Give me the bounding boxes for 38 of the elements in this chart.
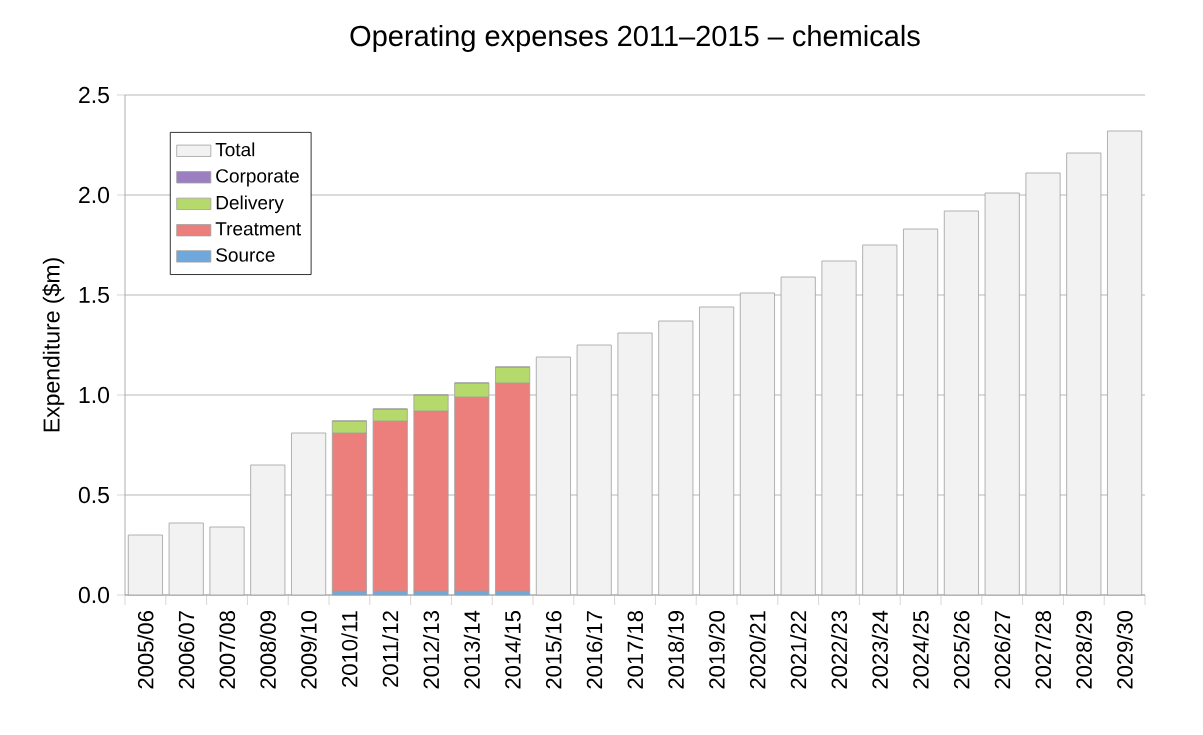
x-tick-label: 2011/12 bbox=[382, 611, 399, 687]
y-tick-label: 0.0 bbox=[78, 586, 110, 604]
x-tick-label: 2006/07 bbox=[178, 611, 195, 689]
legend-label: Delivery bbox=[216, 195, 284, 214]
x-tick-label: 2020/21 bbox=[749, 611, 766, 689]
x-tick-label: 2015/16 bbox=[545, 611, 562, 689]
x-tick-label: 2022/23 bbox=[830, 611, 848, 689]
x-tick-label: 2024/25 bbox=[912, 611, 929, 689]
x-tick-label: 2029/30 bbox=[1116, 610, 1133, 689]
x-tick-label: 2007/08 bbox=[218, 611, 236, 689]
x-tick-label: 2008/09 bbox=[259, 611, 276, 689]
y-tick-label: 0.5 bbox=[78, 486, 109, 504]
x-tick-label: 2012/13 bbox=[422, 611, 440, 689]
x-tick-label: 2009/10 bbox=[300, 610, 317, 689]
y-axis-title: Expenditure ($m) bbox=[42, 258, 65, 432]
x-tick-label: 2013/14 bbox=[463, 610, 480, 689]
x-tick-label: 2021/22 bbox=[790, 611, 807, 689]
y-tick-label: 2.5 bbox=[79, 86, 109, 104]
legend-label: Treatment bbox=[215, 222, 301, 236]
chart-title: Operating expenses 2011–2015 – chemicals bbox=[350, 24, 920, 52]
x-tick-label: 2026/27 bbox=[994, 611, 1011, 689]
x-tick-label: 2016/17 bbox=[586, 611, 603, 689]
x-tick-label: 2018/19 bbox=[667, 611, 684, 689]
y-tick-label: 1.0 bbox=[79, 386, 110, 404]
y-tick-label: 1.5 bbox=[79, 286, 109, 304]
x-tick-label: 2014/15 bbox=[504, 611, 521, 689]
legend-label: Source bbox=[216, 248, 275, 262]
x-tick-label: 2019/20 bbox=[708, 610, 725, 689]
legend-label: Corporate bbox=[216, 169, 299, 187]
x-tick-label: 2017/18 bbox=[626, 611, 644, 689]
y-tick-label: 2.0 bbox=[79, 186, 110, 204]
x-tick-label: 2010/11 bbox=[341, 611, 358, 687]
x-tick-label: 2023/24 bbox=[871, 610, 888, 689]
x-tick-label: 2027/28 bbox=[1034, 611, 1052, 689]
x-tick-label: 2028/29 bbox=[1075, 611, 1092, 689]
x-tick-label: 2025/26 bbox=[953, 611, 970, 689]
legend-label: Total bbox=[215, 142, 255, 157]
x-tick-label: 2005/06 bbox=[137, 611, 154, 689]
